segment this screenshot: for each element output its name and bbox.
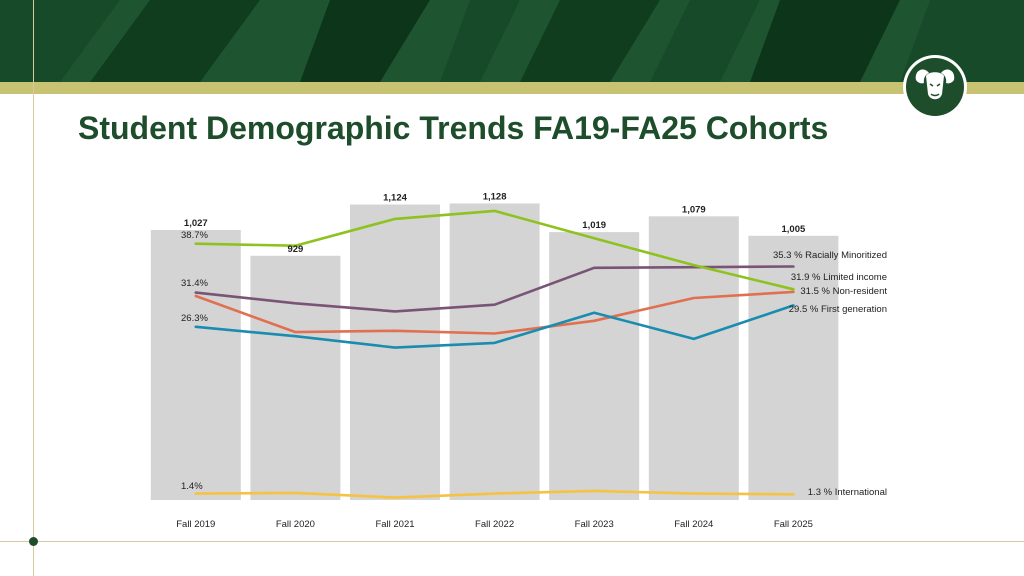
page-title: Student Demographic Trends FA19-FA25 Coh… <box>78 110 829 146</box>
x-tick-label: Fall 2025 <box>774 519 813 530</box>
series-end-label: 1.3 % International <box>808 487 887 498</box>
x-tick-label: Fall 2021 <box>375 519 414 530</box>
x-tick-label: Fall 2024 <box>674 519 713 530</box>
bar-value-label: 1,005 <box>782 224 806 235</box>
bar-value-label: 1,128 <box>483 191 507 202</box>
bar-value-label: 929 <box>287 244 303 255</box>
series-start-label: 1.4% <box>181 481 203 492</box>
x-tick-label: Fall 2020 <box>276 519 315 530</box>
divider-dot <box>29 537 38 546</box>
bar-value-label: 1,079 <box>682 204 706 215</box>
gold-strip <box>0 82 1024 94</box>
vertical-divider <box>33 0 34 576</box>
horizontal-divider <box>0 541 1024 542</box>
ram-logo-icon <box>902 54 968 120</box>
bar-7 <box>748 235 839 500</box>
series-line-first-generation <box>194 304 795 349</box>
series-line-limited-income <box>194 209 795 291</box>
series-end-label: 29.5 % First generation <box>789 304 887 315</box>
x-tick-label: Fall 2019 <box>176 519 215 530</box>
series-start-label: 38.7% <box>181 230 208 241</box>
series-end-label: 35.3 % Racially Minoritized <box>773 250 887 261</box>
series-end-label: 31.9 % Limited income <box>791 272 887 283</box>
bar-6 <box>648 216 739 501</box>
series-start-label: 26.3% <box>181 313 208 324</box>
bar-1 <box>150 230 241 500</box>
bar-5 <box>549 232 640 500</box>
series-start-label: 31.4% <box>181 278 208 289</box>
x-tick-label: Fall 2022 <box>475 519 514 530</box>
bar-4 <box>449 203 540 500</box>
bar-value-label: 1,027 <box>184 218 208 229</box>
series-end-label: 31.5 % Non-resident <box>800 286 887 297</box>
series-line-international <box>194 489 795 499</box>
series-line-non-resident <box>194 290 795 335</box>
x-tick-label: Fall 2023 <box>575 519 614 530</box>
bar-value-label: 1,124 <box>383 192 407 203</box>
series-line-racially-minoritized <box>194 265 795 313</box>
bar-3 <box>350 204 440 500</box>
bar-value-label: 1,019 <box>582 220 606 231</box>
bar-2 <box>250 255 341 500</box>
